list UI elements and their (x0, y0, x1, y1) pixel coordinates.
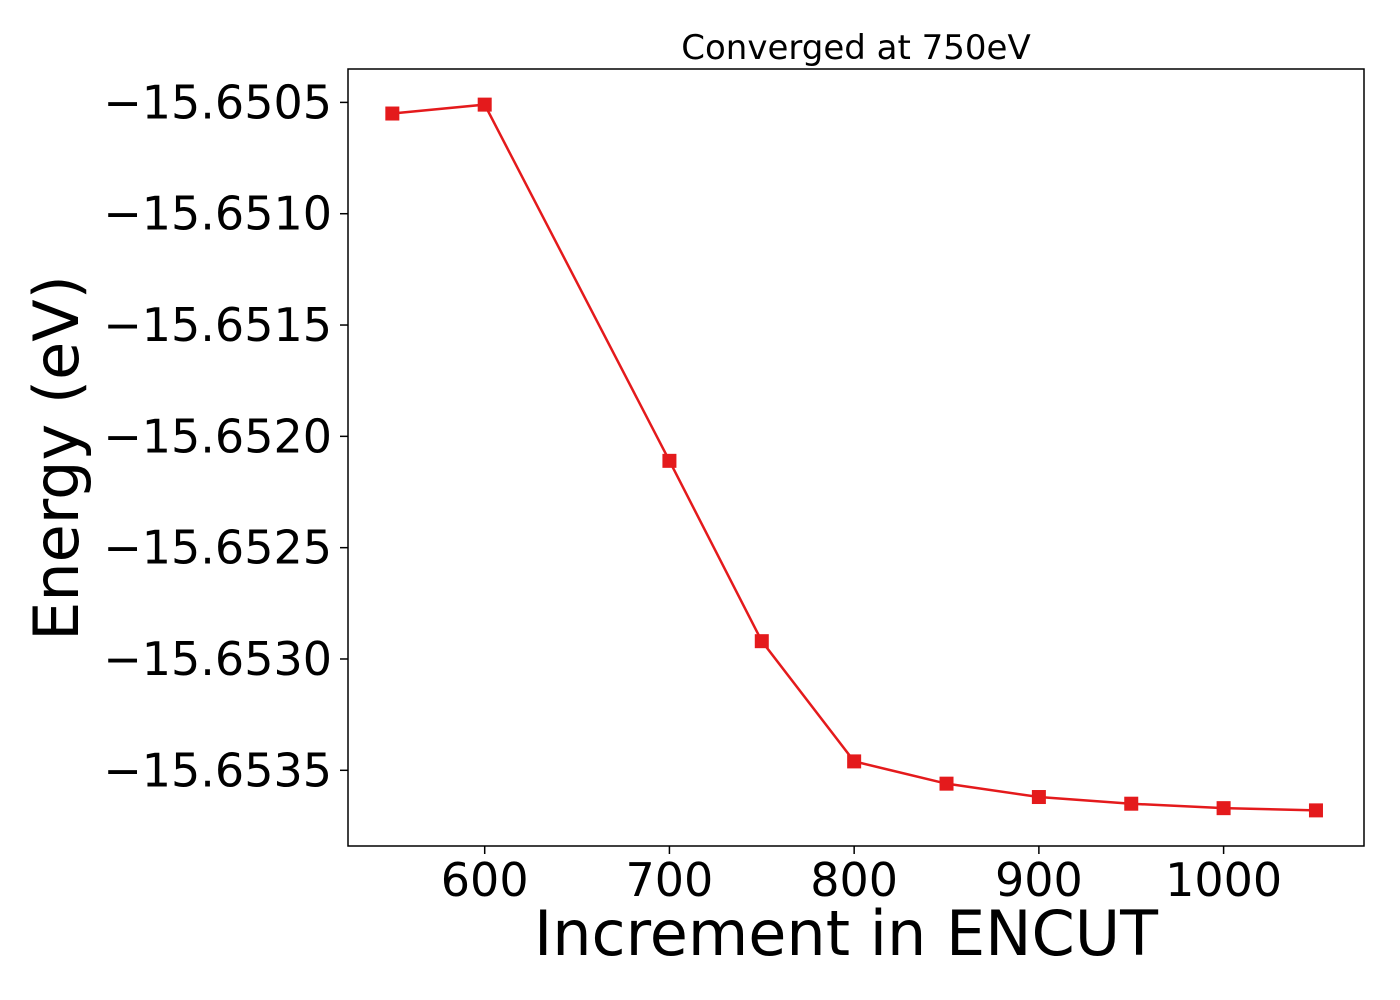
x-tick-label: 1000 (1165, 853, 1282, 907)
y-tick-label: −15.6525 (103, 521, 332, 575)
y-axis-label: Energy (eV) (20, 275, 93, 641)
y-tick-label: −15.6535 (103, 743, 332, 797)
chart-title: Converged at 750eV (681, 28, 1030, 68)
y-tick-label: −15.6520 (103, 409, 332, 463)
data-point (940, 777, 954, 791)
y-tick-label: −15.6510 (103, 187, 332, 241)
data-point (755, 634, 769, 648)
y-axis: −15.6505 −15.6510 −15.6515 −15.6520 −15.6525… (103, 75, 348, 797)
x-tick-label: 600 (441, 853, 529, 907)
data-point (478, 98, 492, 112)
data-point (385, 107, 399, 121)
plot-area (348, 69, 1364, 846)
data-point (1032, 790, 1046, 804)
data-point (847, 754, 861, 768)
data-point (662, 454, 676, 468)
data-point (1309, 803, 1323, 817)
data-point (1124, 797, 1138, 811)
y-tick-label: −15.6515 (103, 298, 332, 352)
y-tick-label: −15.6505 (103, 75, 332, 129)
y-tick-label: −15.6530 (103, 632, 332, 686)
x-axis-label: Increment in ENCUT (534, 897, 1159, 970)
data-point (1217, 801, 1231, 815)
